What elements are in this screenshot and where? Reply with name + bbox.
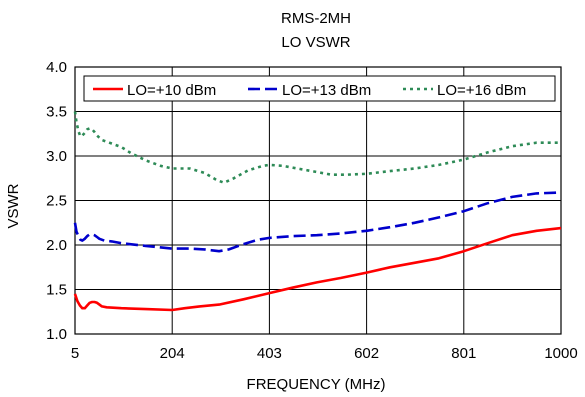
chart-subtitle: LO VSWR <box>281 34 350 51</box>
series-line-2 <box>73 191 562 253</box>
plot-area <box>74 66 562 335</box>
legend: LO=+10 dBm LO=+13 dBm LO=+16 dBm <box>83 75 556 102</box>
x-tick-label: 1000 <box>544 345 577 362</box>
y-axis-ticks: 1.0 1.5 2.0 2.5 3.0 3.5 4.0 <box>46 59 67 343</box>
legend-label-2: LO=+13 dBm <box>282 82 371 99</box>
y-tick-label: 2.0 <box>46 237 67 254</box>
y-tick-label: 4.0 <box>46 59 67 76</box>
x-tick-label: 204 <box>160 345 185 362</box>
y-axis-label: VSWR <box>5 183 22 228</box>
x-axis-ticks: 5 204 403 602 801 1000 <box>71 345 578 362</box>
grid-lines <box>74 66 562 335</box>
x-tick-label: 403 <box>257 345 282 362</box>
series-line-3 <box>73 111 561 184</box>
legend-label-3: LO=+16 dBm <box>437 82 526 99</box>
legend-box <box>83 75 556 102</box>
y-tick-label: 3.0 <box>46 148 67 165</box>
y-tick-label: 1.0 <box>46 326 67 343</box>
x-tick-label: 602 <box>354 345 379 362</box>
y-tick-label: 3.5 <box>46 104 67 121</box>
x-axis-label: FREQUENCY (MHz) <box>247 376 386 393</box>
series-line-1 <box>73 226 562 312</box>
y-tick-label: 1.5 <box>46 282 67 299</box>
series-layer <box>73 111 562 312</box>
legend-label-1: LO=+10 dBm <box>127 82 216 99</box>
x-tick-label: 5 <box>71 345 79 362</box>
chart-title: RMS-2MH <box>281 10 351 27</box>
x-tick-label: 801 <box>451 345 476 362</box>
y-tick-label: 2.5 <box>46 193 67 210</box>
